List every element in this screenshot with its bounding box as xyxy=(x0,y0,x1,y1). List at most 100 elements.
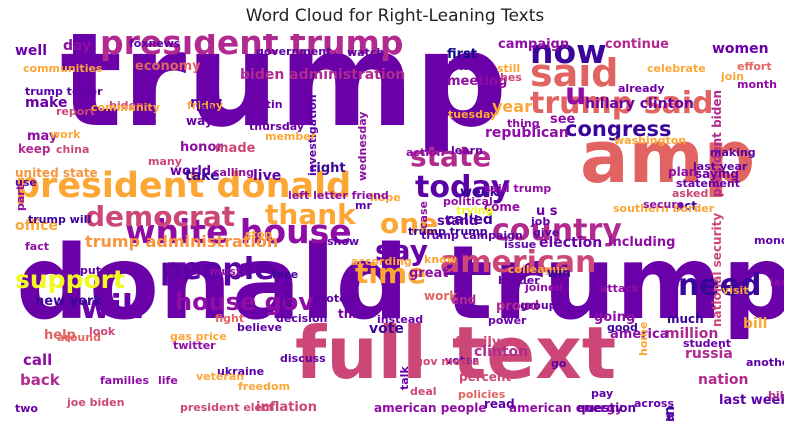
cloud-word-support: support xyxy=(15,265,125,294)
cloud-word-two: two xyxy=(15,402,38,415)
cloud-word-protect: protect xyxy=(313,292,358,305)
cloud-word-part: part xyxy=(14,185,27,211)
cloud-word-power: power xyxy=(488,314,527,327)
cloud-word-may: may xyxy=(27,129,58,144)
cloud-word-way: way xyxy=(186,114,213,128)
cloud-word-monday: monday xyxy=(754,234,784,247)
cloud-word-case: case xyxy=(417,201,430,229)
cloud-word-tuesday: tuesday xyxy=(448,108,497,121)
cloud-word-washington: washington xyxy=(614,134,686,147)
cloud-word-first: first xyxy=(447,47,477,62)
cloud-word-amp: amp xyxy=(580,115,755,199)
cloud-word-action: action xyxy=(406,146,444,159)
cloud-word-economy: economy xyxy=(135,59,201,74)
cloud-word-trump-will: trump will xyxy=(28,213,91,226)
cloud-word-border: border xyxy=(498,274,540,287)
cloud-word-good: good xyxy=(607,321,638,334)
word-cloud: trump donald trump full text amp president d… xyxy=(10,34,784,421)
cloud-word-house-gov: house gov xyxy=(175,288,314,316)
cloud-word-white-house: white house xyxy=(125,212,352,251)
cloud-word-day: day xyxy=(63,38,91,54)
cloud-word-right: right xyxy=(310,161,346,176)
cloud-word-make: make xyxy=(25,95,67,111)
cloud-word-full-text: full text xyxy=(295,311,616,395)
cloud-word-come: come xyxy=(484,200,520,214)
cloud-word-foxnews: foxnews xyxy=(129,37,181,50)
cloud-word-work: work xyxy=(424,289,458,303)
cloud-word-u: u xyxy=(565,77,586,112)
cloud-word-home: home xyxy=(637,322,650,356)
cloud-word-great: great xyxy=(409,266,449,281)
cloud-word-proud: proud xyxy=(496,299,539,314)
cloud-word-trump: trump xyxy=(60,34,507,156)
cloud-word-decision: decision xyxy=(276,312,327,325)
cloud-word-meet: meet xyxy=(281,275,294,307)
cloud-word-member: member xyxy=(265,130,317,143)
cloud-word-keep: keep xyxy=(18,142,51,156)
cloud-word-government: government xyxy=(256,45,331,58)
cloud-word-u-s: u s xyxy=(536,204,558,219)
cloud-word-country: country xyxy=(492,213,622,248)
cloud-word-meeting: meeting xyxy=(447,74,507,89)
cloud-word-need: need xyxy=(678,268,762,303)
cloud-word-nation: nation xyxy=(698,372,749,388)
cloud-word-clinton: clinton xyxy=(474,344,528,360)
cloud-word-time: time xyxy=(355,257,426,290)
cloud-word-talk: talk xyxy=(398,366,411,390)
cloud-word-wednesday: wednesday xyxy=(356,112,369,181)
cloud-word-office: office xyxy=(15,218,58,234)
cloud-word-vote: vote xyxy=(369,321,404,337)
cloud-word-will: will xyxy=(80,287,144,326)
cloud-word-russia: russia xyxy=(685,346,733,362)
cloud-word-today: today xyxy=(415,170,511,205)
cloud-word-group: group xyxy=(520,299,557,312)
cloud-word-face: face xyxy=(272,268,298,281)
cloud-word-saying: saying xyxy=(695,167,739,181)
cloud-word-end: end xyxy=(451,293,476,307)
cloud-word-president-donald: president donald xyxy=(15,166,351,206)
cloud-word-president-biden: president biden xyxy=(710,90,724,197)
cloud-word-week: week xyxy=(460,185,499,200)
cloud-word-law: law xyxy=(196,101,217,114)
cloud-word-take: take xyxy=(185,168,220,184)
cloud-word-know: know xyxy=(424,253,457,266)
cloud-word-last-week: last week xyxy=(719,393,784,408)
cloud-word-put: put xyxy=(80,264,101,277)
cloud-word-watch: watch xyxy=(347,46,384,59)
cloud-word-across: across xyxy=(634,397,674,410)
cloud-word-statement: statement xyxy=(676,177,740,190)
cloud-word-month: month xyxy=(737,78,777,91)
cloud-word-political: political xyxy=(443,195,493,208)
cloud-word-freedom: freedom xyxy=(238,380,290,393)
cloud-word-colleague: colleague xyxy=(508,263,568,276)
cloud-word-fight: fight xyxy=(215,312,244,325)
cloud-word-going: going xyxy=(594,310,635,325)
cloud-word-pay: pay xyxy=(591,387,613,400)
cloud-word-even: even xyxy=(662,406,678,421)
cloud-word-percent: percent xyxy=(459,370,511,384)
cloud-word-twitter: twitter xyxy=(173,339,216,352)
cloud-word-voter: voter xyxy=(445,354,478,367)
cloud-word-southern-border: southern border xyxy=(613,202,715,215)
cloud-word-left-letter-friend: left letter friend xyxy=(288,189,389,202)
cloud-word-discuss: discuss xyxy=(280,352,326,365)
cloud-word-deal: deal xyxy=(410,385,437,398)
cloud-word-well: well xyxy=(15,43,47,59)
cloud-word-congress: congress xyxy=(565,117,671,141)
cloud-word-said: said xyxy=(530,51,619,95)
cloud-word-new: new xyxy=(190,95,222,111)
cloud-word-million: million xyxy=(665,326,718,342)
cloud-word-act: act xyxy=(676,199,697,213)
cloud-word-fact: fact xyxy=(25,240,49,253)
cloud-word-student: student xyxy=(683,337,731,350)
cloud-word-many: many xyxy=(148,155,182,168)
cloud-word-united-state: united state xyxy=(15,166,98,180)
cloud-word-trump-administration: trump administration xyxy=(85,232,278,251)
cloud-word-making: making xyxy=(710,146,756,159)
cloud-word-policies: policies xyxy=(458,388,506,401)
cloud-word-learn: learn xyxy=(451,144,483,157)
cloud-word-families: families xyxy=(100,374,149,387)
cloud-word-people: people xyxy=(160,252,275,287)
cloud-word-state: state xyxy=(410,140,491,173)
